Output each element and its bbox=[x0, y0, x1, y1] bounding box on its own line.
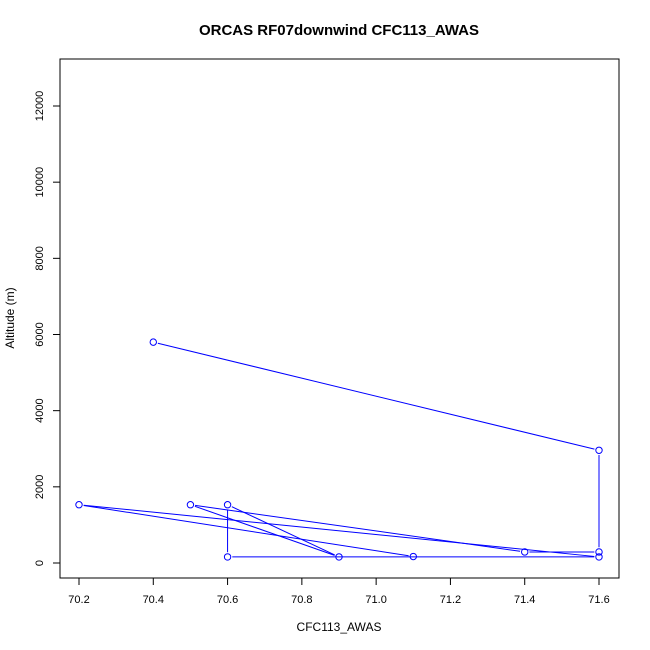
data-point bbox=[186, 501, 195, 509]
series-layer bbox=[75, 338, 603, 561]
y-tick-label: 6000 bbox=[34, 322, 46, 346]
y-tick-label: 8000 bbox=[34, 246, 46, 270]
x-tick-label: 70.6 bbox=[217, 594, 238, 606]
y-axis: 0 2000 4000 6000 8000 10000 12000 bbox=[34, 91, 60, 566]
data-point bbox=[595, 446, 603, 454]
series-segment bbox=[157, 342, 595, 450]
data-point bbox=[409, 552, 417, 561]
y-tick-label: 12000 bbox=[34, 91, 46, 122]
x-axis-label: CFC113_AWAS bbox=[297, 620, 382, 634]
x-axis: 70.2 70.4 70.6 70.8 71.0 71.2 71.4 71.6 bbox=[68, 578, 610, 606]
data-point bbox=[521, 548, 529, 556]
y-tick-label: 10000 bbox=[34, 167, 46, 198]
x-tick-label: 70.8 bbox=[291, 594, 312, 606]
x-tick-label: 71.0 bbox=[365, 594, 386, 606]
x-tick-label: 71.6 bbox=[588, 594, 609, 606]
data-point bbox=[223, 553, 232, 561]
y-tick-label: 0 bbox=[34, 560, 46, 566]
chart-title: ORCAS RF07downwind CFC113_AWAS bbox=[199, 22, 479, 39]
data-point bbox=[223, 501, 232, 509]
series-segment bbox=[83, 504, 409, 557]
series-segment bbox=[194, 505, 335, 556]
data-point bbox=[595, 553, 603, 561]
x-tick-label: 70.2 bbox=[68, 594, 89, 606]
y-tick-label: 4000 bbox=[34, 398, 46, 422]
x-tick-label: 70.4 bbox=[143, 594, 164, 606]
plot-frame bbox=[59, 58, 620, 579]
series-segment bbox=[231, 506, 335, 556]
data-point bbox=[335, 553, 343, 561]
data-point bbox=[75, 501, 83, 509]
data-point bbox=[149, 338, 157, 346]
x-tick-label: 71.2 bbox=[440, 594, 461, 606]
y-tick-label: 2000 bbox=[34, 475, 46, 499]
series-segment bbox=[83, 504, 595, 557]
data-point bbox=[595, 548, 603, 556]
y-axis-label: Altitude (m) bbox=[3, 287, 17, 348]
x-tick-label: 71.4 bbox=[514, 594, 535, 606]
